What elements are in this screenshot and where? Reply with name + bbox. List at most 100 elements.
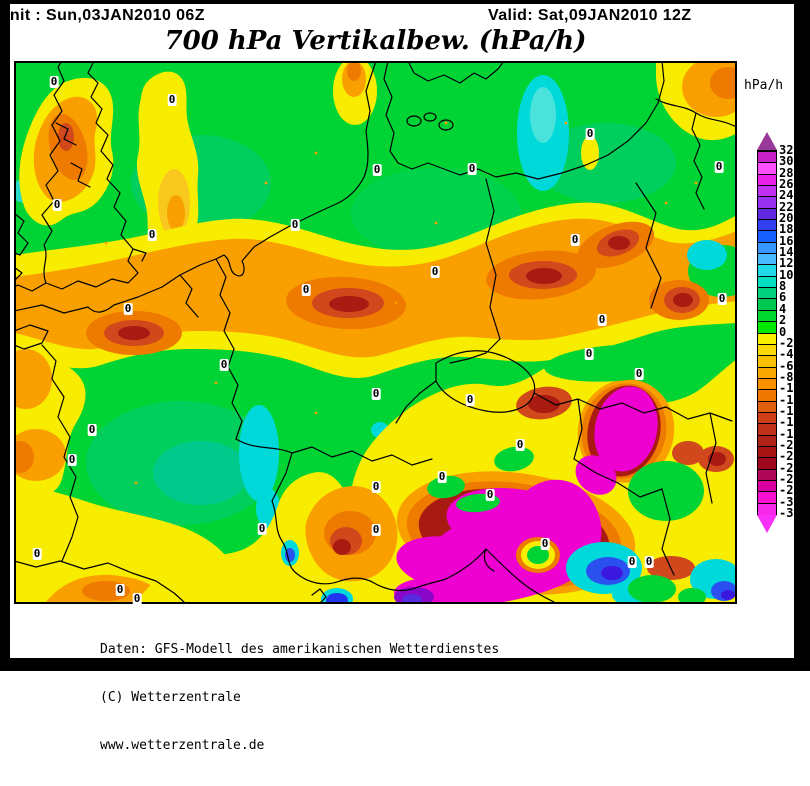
colorbar-tick-label: 12 [779, 256, 794, 271]
zero-contour-label: 0 [597, 313, 607, 326]
colorbar-tick-label: -8 [779, 369, 794, 384]
colorbar-cell [758, 219, 776, 232]
colorbar-cell [758, 468, 776, 481]
zero-contour-label: 0 [515, 438, 525, 451]
colorbar-cell [758, 298, 776, 311]
colorbar-cell [758, 162, 776, 175]
colorbar-cell [758, 445, 776, 459]
colorbar-cell [758, 321, 776, 334]
zero-contour-label: 0 [437, 470, 447, 483]
zero-contour-label: 0 [371, 480, 381, 493]
zero-contour-label: 0 [634, 367, 644, 380]
colorbar-tick-label: 8 [779, 279, 787, 294]
zero-contour-label: 0 [465, 393, 475, 406]
colorbar-cells [757, 150, 777, 515]
colorbar-cell [758, 434, 776, 447]
colorbar-cell [758, 502, 776, 515]
colorbar-cell [758, 377, 776, 391]
colorbar-tick-label: 32 [779, 143, 794, 157]
colorbar-cell [758, 196, 776, 209]
zero-contour-label: 0 [584, 347, 594, 360]
zero-contour-label: 0 [87, 423, 97, 436]
zero-contour-label: 0 [714, 160, 724, 173]
colorbar-cell [758, 241, 776, 255]
colorbar-cell [758, 411, 776, 425]
zero-contour-label: 0 [147, 228, 157, 241]
zero-contour-label: 0 [52, 198, 62, 211]
colorbar-cell [758, 491, 776, 504]
page-title: 700 hPa Vertikalbew. (hPa/h) [164, 26, 587, 56]
zero-contour-label: 0 [627, 555, 637, 568]
colorbar-cell [758, 309, 776, 323]
zero-contour-label: 0 [123, 302, 133, 315]
colorbar-cell [758, 207, 776, 221]
colorbar-tick-label: 16 [779, 233, 794, 248]
footer-line-data-source: Daten: GFS-Modell des amerikanischen Wet… [100, 642, 500, 657]
zero-contour-label: 0 [485, 488, 495, 501]
colorbar-tick-label: 26 [779, 177, 794, 192]
colorbar-tick-label: 18 [779, 222, 794, 237]
colorbar-cell [758, 343, 776, 357]
colorbar-arrow-up [757, 132, 777, 150]
colorbar-cell [758, 264, 776, 277]
frame-border-bottom [0, 658, 810, 671]
colorbar-cell [758, 479, 776, 493]
colorbar-cell [758, 355, 776, 368]
init-time-label: Init : Sun,03JAN2010 06Z [5, 7, 205, 24]
zero-contour-label: 0 [430, 265, 440, 278]
colorbar-cell [758, 275, 776, 289]
colorbar-tick-label: -4 [779, 347, 794, 362]
zero-contour-label: 0 [115, 583, 125, 596]
colorbar-cell [758, 457, 776, 470]
colorbar-cell [758, 400, 776, 413]
colorbar-tick-label: 30 [779, 154, 794, 169]
colorbar-tick-label: 6 [779, 290, 787, 305]
colorbar-cell [758, 332, 776, 345]
colorbar-tick-label: 10 [779, 267, 794, 282]
map-graphic [16, 63, 735, 602]
zero-contour-label: 0 [371, 523, 381, 536]
colorbar-tick-label: -2 [779, 335, 794, 350]
colorbar-tick-label: 20 [779, 211, 794, 226]
frame-border-left [0, 0, 10, 671]
zero-contour-label: 0 [301, 283, 311, 296]
zero-contour-label: 0 [585, 127, 595, 140]
zero-contour-label: 0 [371, 387, 381, 400]
colorbar-tick-label: 24 [779, 188, 794, 203]
footer-line-copyright: (C) Wetterzentrale [100, 690, 241, 705]
colorbar-cell [758, 389, 776, 402]
valid-time-label: Valid: Sat,09JAN2010 12Z [488, 7, 692, 24]
zero-contour-label: 0 [290, 218, 300, 231]
zero-contour-label: 0 [257, 522, 267, 535]
colorbar-cell [758, 151, 776, 164]
colorbar-tick-label: 28 [779, 165, 794, 180]
colorbar-tick-label: -6 [779, 358, 794, 373]
frame-border-right [794, 0, 810, 671]
zero-contour-label: 0 [372, 163, 382, 176]
colorbar-tick-label: 14 [779, 245, 794, 260]
zero-contour-label: 0 [219, 358, 229, 371]
colorbar-cell [758, 173, 776, 187]
zero-contour-label: 0 [167, 93, 177, 106]
colorbar-cell [758, 185, 776, 198]
footer-line-website: www.wetterzentrale.de [100, 738, 265, 753]
frame-border-top [0, 0, 810, 4]
colorbar-tick-label: 22 [779, 199, 794, 214]
colorbar-arrow-down [757, 515, 777, 533]
colorbar-tick-label: 0 [779, 324, 787, 339]
legend-unit-label: hPa/h [744, 78, 784, 93]
colorbar-cell [758, 423, 776, 436]
zero-contour-label: 0 [132, 592, 142, 605]
weather-map-page: Init : Sun,03JAN2010 06Z Valid: Sat,09JA… [0, 0, 810, 753]
zero-contour-label: 0 [32, 547, 42, 560]
colorbar-tick-label: 4 [779, 301, 787, 316]
zero-contour-label: 0 [644, 555, 654, 568]
zero-contour-label: 0 [467, 162, 477, 175]
colorbar-cell [758, 287, 776, 300]
colorbar-cell [758, 366, 776, 379]
colorbar-cell [758, 253, 776, 266]
zero-contour-label: 0 [717, 292, 727, 305]
zero-contour-label: 0 [570, 233, 580, 246]
zero-contour-label: 0 [540, 537, 550, 550]
